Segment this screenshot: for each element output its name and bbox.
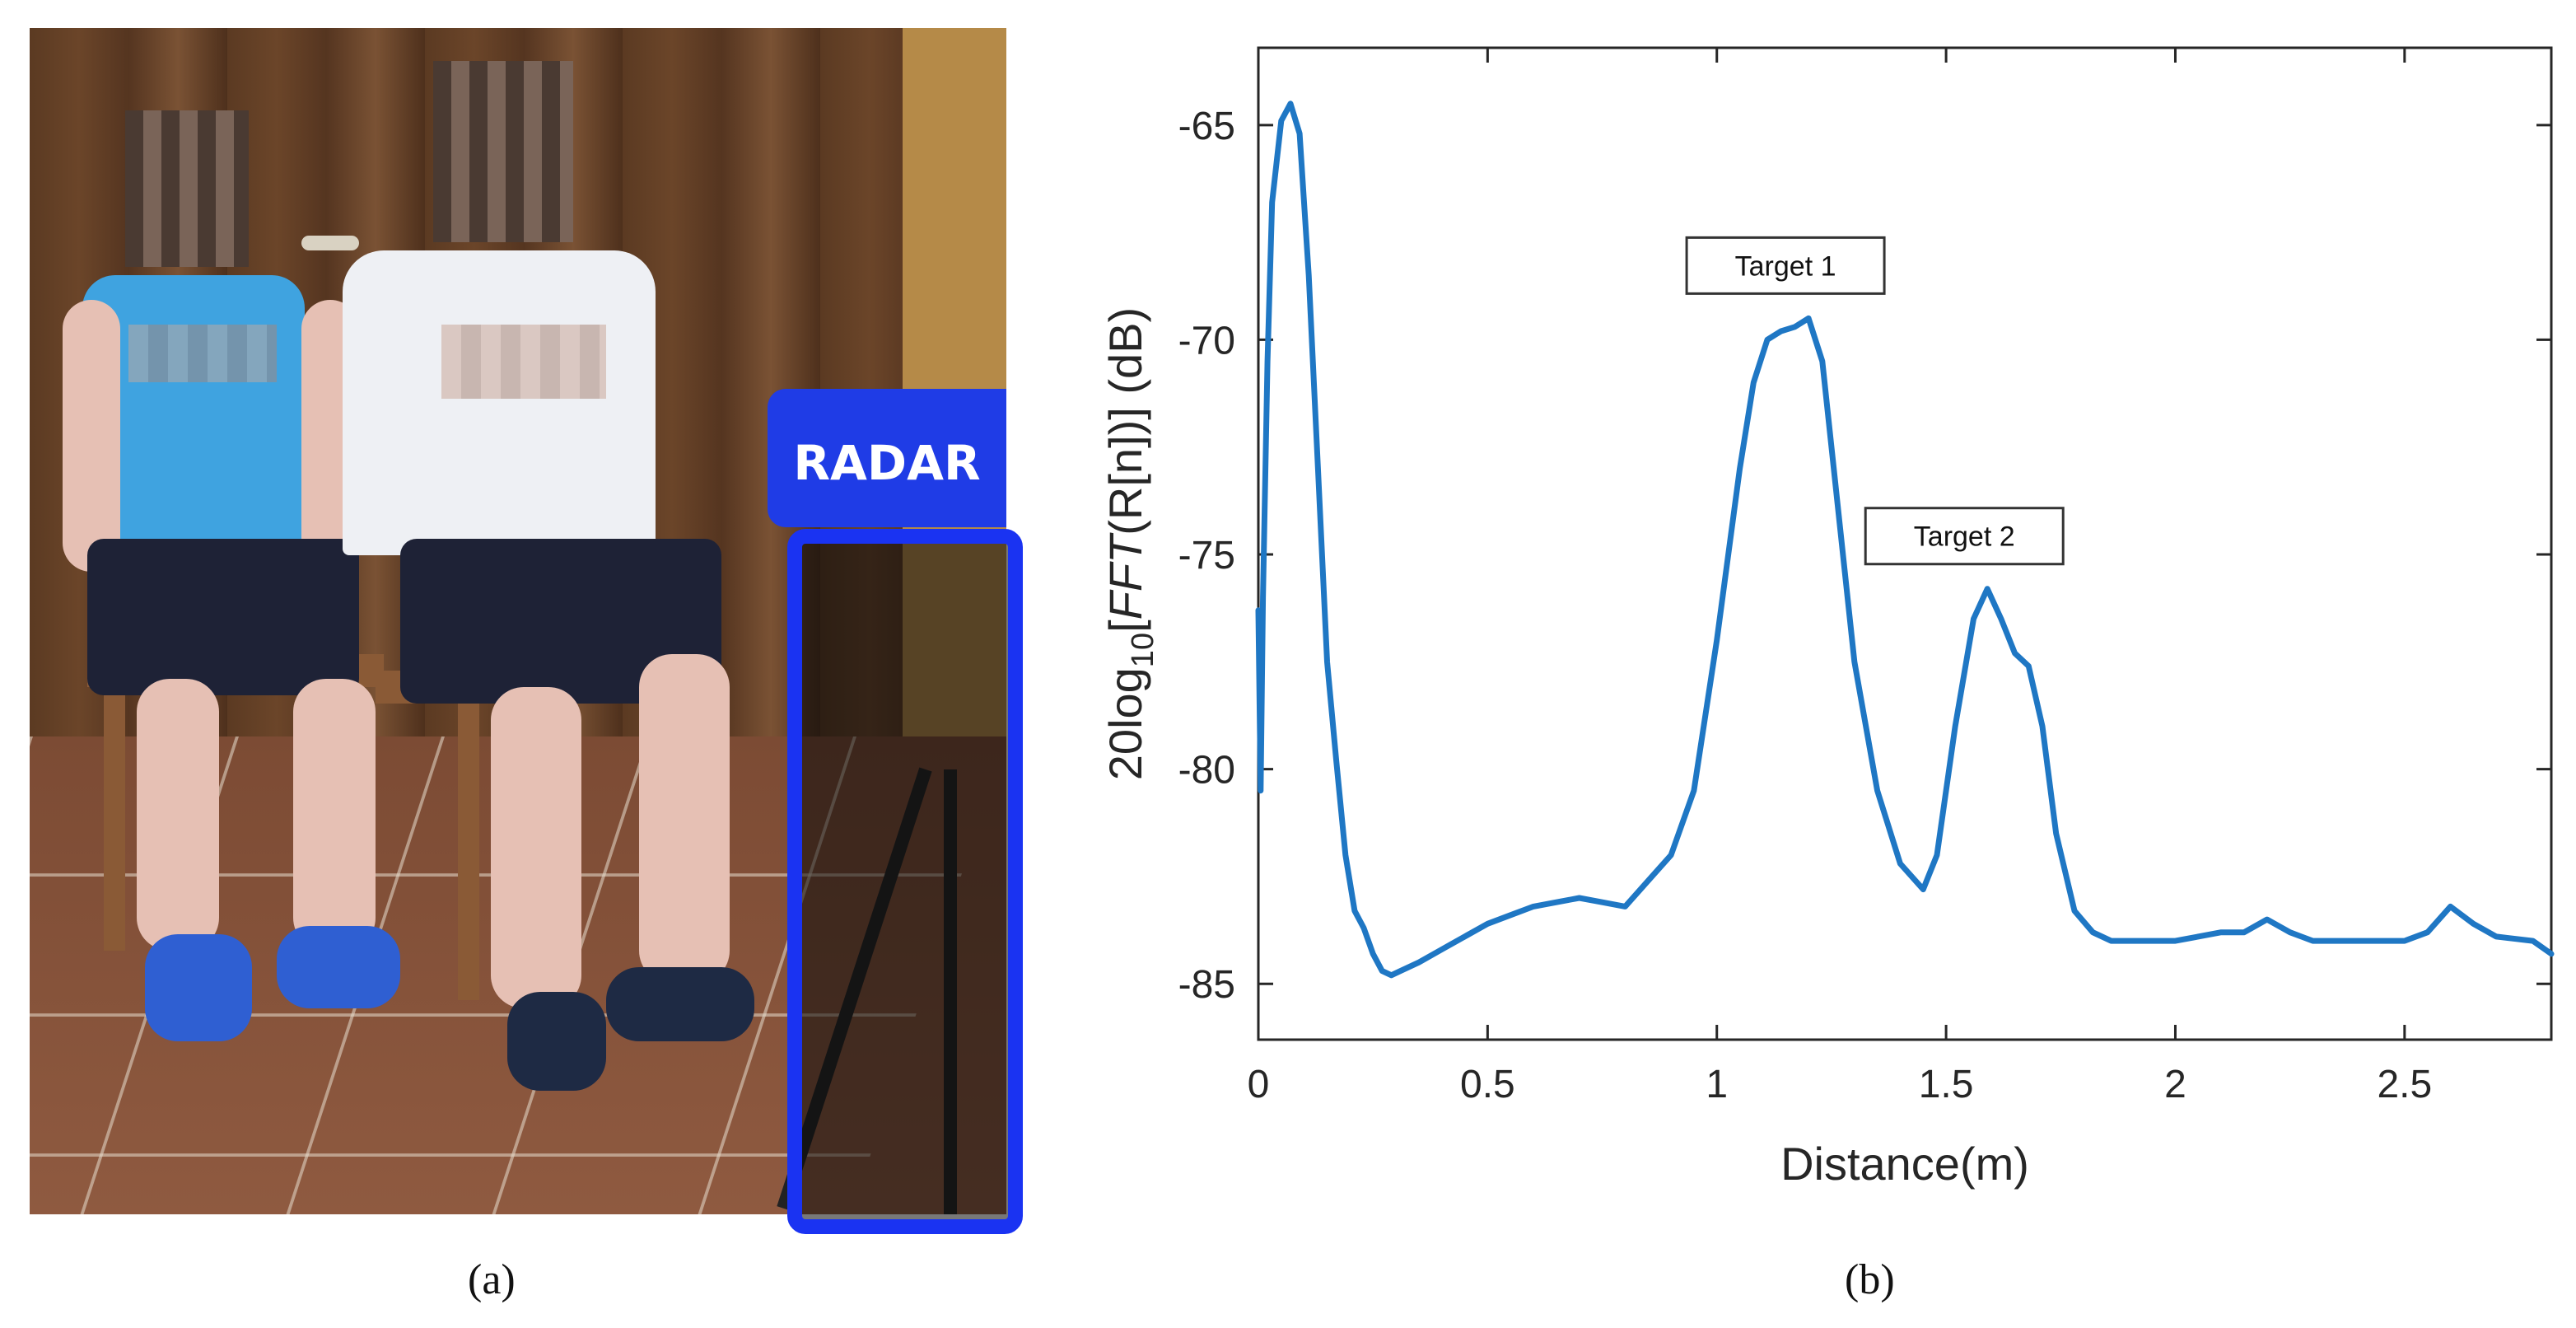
person-2-flipflop-right	[606, 967, 754, 1041]
target-annotations: Target 1 Target 2	[1685, 236, 2065, 566]
annotation-label: Target 2	[1914, 521, 2015, 553]
annotation-box	[1685, 236, 1886, 295]
person-1-slipper-right	[277, 926, 400, 1008]
person-1-leg-right	[293, 679, 376, 951]
person-1-slipper-left	[145, 934, 252, 1041]
person-2-pixelated-face	[433, 61, 573, 242]
y-tick-label: -85	[1178, 963, 1235, 1007]
person-1-pixelated-face	[125, 110, 249, 267]
chair-leg-left	[104, 654, 125, 951]
radar-label: RADAR	[793, 435, 981, 491]
fft-magnitude-series-line	[1255, 101, 2555, 979]
x-tick-label: 0.5	[1460, 1063, 1515, 1106]
person-1-arm-left	[63, 300, 120, 572]
radar-label-box	[768, 389, 1006, 527]
y-tick-label: -65	[1178, 105, 1235, 148]
y-tick-label: -70	[1178, 319, 1235, 362]
y-tick-label: -75	[1178, 534, 1235, 577]
annotation-label: Target 1	[1735, 250, 1836, 282]
x-tick-label: 0	[1248, 1063, 1270, 1106]
person-2-shirt-logo-blur	[441, 325, 606, 399]
y-axis-label-rest: (R[n])] (dB)	[1099, 307, 1151, 535]
x-axis-label: Distance(m)	[1780, 1138, 2029, 1190]
y-axis-label-fft: FFT	[1099, 532, 1151, 620]
y-axis-ticks: -65 -70 -75 -80 -85	[1178, 105, 2551, 1007]
y-tick-label: -80	[1178, 749, 1235, 793]
door-handle	[301, 236, 359, 250]
person-2-leg-left	[491, 687, 581, 1008]
x-tick-label: 2.5	[2377, 1063, 2432, 1106]
person-1-shirt-logo-blur	[128, 325, 277, 382]
caption-a: (a)	[468, 1256, 516, 1303]
caption-b: (b)	[1845, 1256, 1895, 1303]
person-2-shirt	[343, 250, 656, 555]
person-2-flipflop-left	[507, 992, 606, 1091]
chair-leg-right	[458, 687, 479, 1000]
person-2-leg-right	[639, 654, 730, 984]
x-tick-label: 2	[2164, 1063, 2186, 1106]
person-1-leg-left	[137, 679, 219, 951]
x-axis-ticks: 0 0.5 1 1.5 2 2.5	[1248, 48, 2432, 1106]
x-tick-label: 1.5	[1919, 1063, 1974, 1106]
radar-highlight-frame	[787, 529, 1023, 1234]
y-axis-label-prefix: 20log	[1099, 667, 1151, 780]
y-axis-label: 20log10[FFT(R[n])] (dB)	[1099, 307, 1160, 780]
annotation-box	[1864, 507, 2065, 566]
x-tick-label: 1	[1706, 1063, 1728, 1106]
y-axis-label-subscript: 10	[1126, 633, 1160, 667]
person-1-shorts	[87, 539, 359, 695]
y-axis-label-bracket: [	[1099, 620, 1151, 633]
